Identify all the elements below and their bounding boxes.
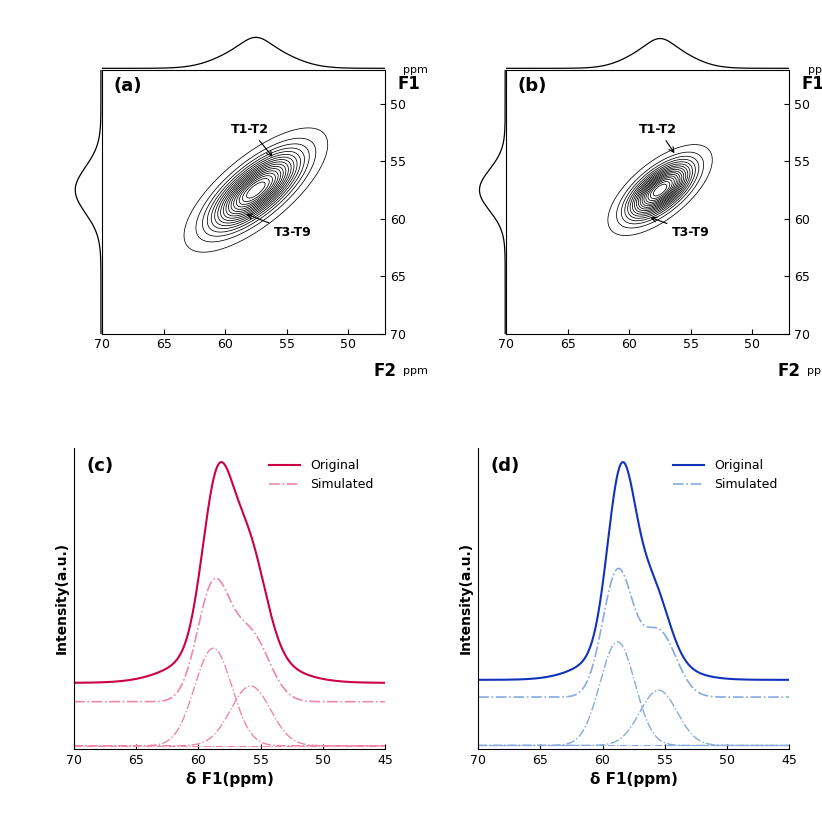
- Text: (a): (a): [113, 77, 142, 95]
- Text: ppm: ppm: [404, 365, 428, 376]
- Original: [305, 671, 315, 681]
- Simulated: [69, 697, 79, 707]
- Simulated: [337, 697, 347, 707]
- Simulated: [614, 563, 624, 573]
- Simulated: [305, 697, 315, 707]
- Original: [618, 457, 628, 467]
- Simulated: [654, 624, 664, 634]
- Original: [250, 544, 260, 554]
- Text: ppm: ppm: [807, 365, 822, 376]
- Simulated: [88, 697, 98, 707]
- Original: [258, 577, 268, 587]
- Text: F1: F1: [397, 75, 420, 94]
- Original: [741, 675, 751, 685]
- Simulated: [258, 643, 268, 653]
- X-axis label: δ F1(ppm): δ F1(ppm): [186, 772, 274, 787]
- Text: T3-T9: T3-T9: [652, 217, 710, 239]
- Text: (d): (d): [491, 457, 520, 475]
- Original: [337, 676, 347, 686]
- Simulated: [211, 573, 221, 583]
- Simulated: [672, 654, 681, 663]
- Line: Simulated: Simulated: [478, 568, 789, 697]
- Text: ppm: ppm: [807, 64, 822, 75]
- Original: [69, 678, 79, 688]
- Original: [492, 675, 502, 685]
- Text: T1-T2: T1-T2: [640, 123, 677, 152]
- Simulated: [709, 692, 719, 702]
- Simulated: [663, 634, 672, 644]
- Original: [267, 615, 277, 625]
- Y-axis label: Intensity(a.u.): Intensity(a.u.): [459, 542, 473, 654]
- Text: F1: F1: [801, 75, 822, 94]
- Original: [672, 638, 681, 648]
- Legend: Original, Simulated: Original, Simulated: [668, 454, 783, 497]
- Text: ppm: ppm: [404, 64, 428, 75]
- Simulated: [380, 697, 390, 707]
- Simulated: [250, 628, 260, 638]
- Simulated: [492, 692, 502, 702]
- Line: Original: Original: [478, 462, 789, 680]
- Line: Original: Original: [74, 462, 385, 683]
- Original: [784, 675, 794, 685]
- Original: [473, 675, 483, 685]
- Original: [380, 678, 390, 688]
- Text: F2: F2: [778, 362, 801, 380]
- Y-axis label: Intensity(a.u.): Intensity(a.u.): [54, 542, 68, 654]
- Original: [88, 678, 98, 688]
- Simulated: [473, 692, 483, 702]
- Original: [654, 586, 664, 596]
- Line: Simulated: Simulated: [74, 578, 385, 702]
- Text: (c): (c): [86, 457, 113, 475]
- Original: [663, 610, 672, 620]
- Simulated: [267, 663, 277, 673]
- Original: [709, 672, 719, 682]
- X-axis label: δ F1(ppm): δ F1(ppm): [589, 772, 677, 787]
- Original: [216, 457, 226, 467]
- Text: F2: F2: [373, 362, 396, 380]
- Text: (b): (b): [518, 77, 547, 95]
- Legend: Original, Simulated: Original, Simulated: [264, 454, 379, 497]
- Text: T1-T2: T1-T2: [231, 123, 272, 156]
- Text: T3-T9: T3-T9: [247, 214, 312, 239]
- Simulated: [741, 692, 751, 702]
- Simulated: [784, 692, 794, 702]
